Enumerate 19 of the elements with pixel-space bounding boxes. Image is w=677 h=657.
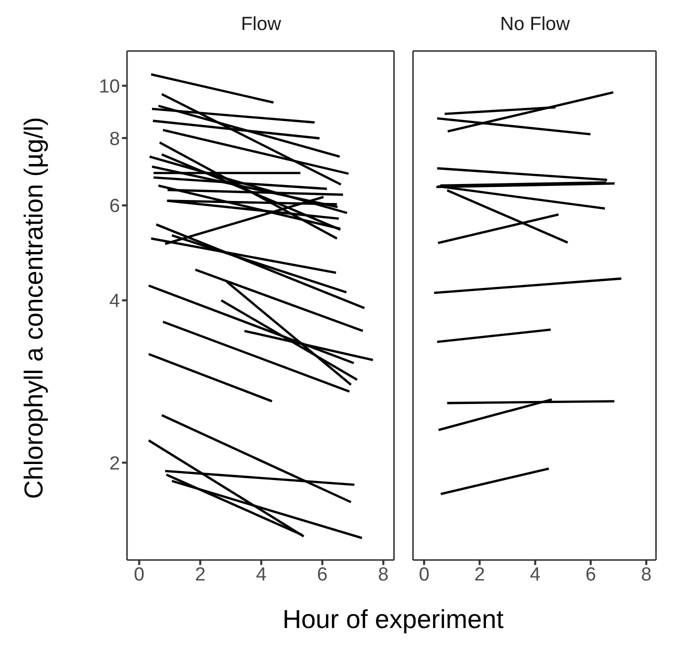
x-tick-label: 8 bbox=[640, 564, 652, 586]
chart-title: No Flow bbox=[499, 14, 571, 36]
x-tick-label: 8 bbox=[378, 564, 389, 586]
y-tick-label: 6 bbox=[109, 196, 120, 218]
x-tick-label: 6 bbox=[317, 564, 328, 586]
y-tick-label: 4 bbox=[109, 291, 120, 312]
chart-title: Flow bbox=[240, 14, 282, 36]
x-tick-label: 4 bbox=[256, 564, 267, 586]
y-tick-label: 10 bbox=[98, 76, 120, 98]
x-tick-label: 0 bbox=[134, 564, 144, 586]
x-axis-title: Hour of experiment bbox=[281, 604, 505, 635]
y-tick-label: 2 bbox=[109, 453, 120, 474]
x-tick-label: 6 bbox=[585, 564, 596, 586]
y-tick-label: 8 bbox=[109, 128, 120, 150]
y-axis-title: Chlorophyll a concentration (µg/l) bbox=[18, 116, 50, 500]
x-tick-label: 2 bbox=[474, 564, 485, 586]
x-tick-label: 4 bbox=[530, 564, 541, 586]
x-tick-label: 0 bbox=[418, 564, 430, 586]
x-tick-label: 2 bbox=[194, 564, 206, 586]
